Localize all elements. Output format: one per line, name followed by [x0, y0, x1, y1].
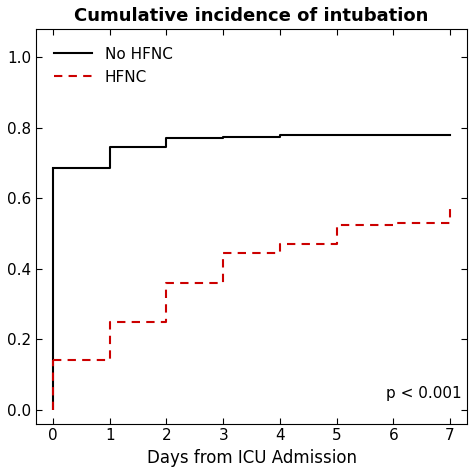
- Text: p < 0.001: p < 0.001: [386, 386, 461, 401]
- X-axis label: Days from ICU Admission: Days from ICU Admission: [146, 449, 356, 467]
- Title: Cumulative incidence of intubation: Cumulative incidence of intubation: [74, 7, 429, 25]
- Legend: No HFNC, HFNC: No HFNC, HFNC: [48, 41, 179, 91]
